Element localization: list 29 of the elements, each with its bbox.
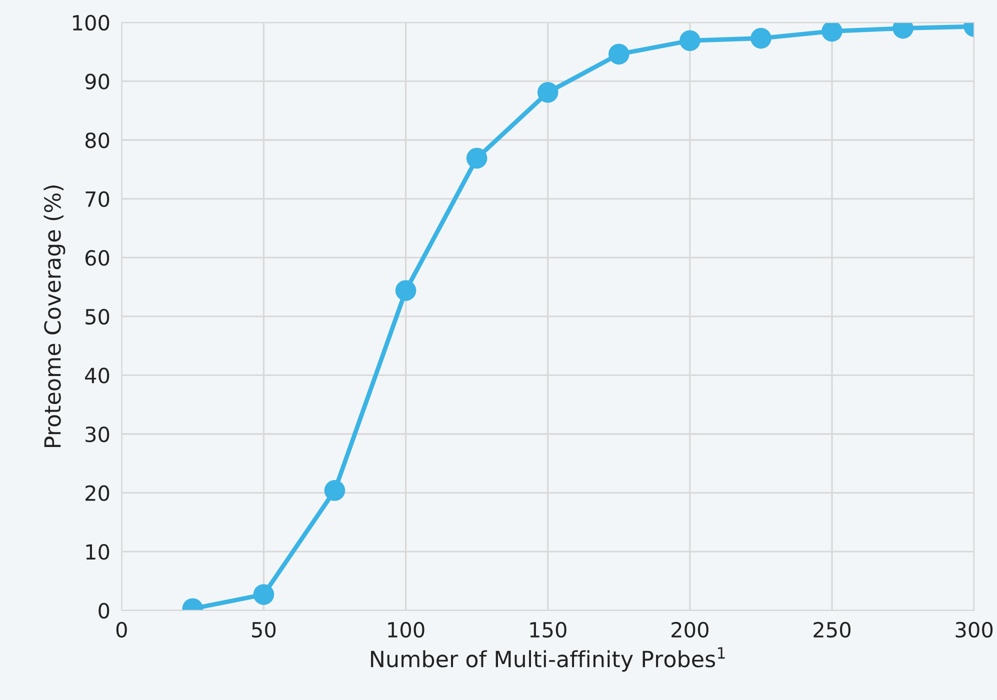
y-tick-label: 0	[98, 602, 110, 619]
x-tick-label: 300	[956, 622, 993, 638]
y-tick-label: 30	[86, 426, 110, 442]
point	[608, 44, 630, 65]
y-tick-label: 10	[86, 544, 110, 560]
point	[324, 480, 346, 501]
y-tick-label: 40	[85, 368, 110, 384]
x-tick-label: 150	[530, 622, 566, 638]
point	[822, 22, 842, 42]
x-tick-label: 50	[252, 622, 276, 638]
x-tick-label: 200	[672, 622, 708, 638]
y-tick-label: 80	[85, 132, 110, 148]
x-tick-label: 250	[814, 622, 850, 638]
y-tick-label: 60	[85, 250, 110, 266]
point	[680, 30, 700, 52]
y-tick-label: 70	[86, 191, 110, 208]
point	[466, 148, 488, 169]
y-axis-title: Proteome Coverage (%)	[44, 186, 66, 448]
y-tick-label: 20	[86, 485, 110, 502]
x-tick-label: 0	[116, 622, 127, 638]
y-tick-label: 100	[73, 14, 110, 31]
point	[253, 584, 274, 605]
point	[750, 28, 772, 49]
x-axis-title: Number of Multi-affinity Probes$^{1}$	[371, 647, 725, 672]
point	[537, 82, 558, 103]
point	[395, 280, 416, 301]
x-tick-label: 100	[388, 622, 424, 638]
y-tick-label: 90	[85, 74, 110, 90]
y-tick-label: 50	[86, 308, 110, 325]
